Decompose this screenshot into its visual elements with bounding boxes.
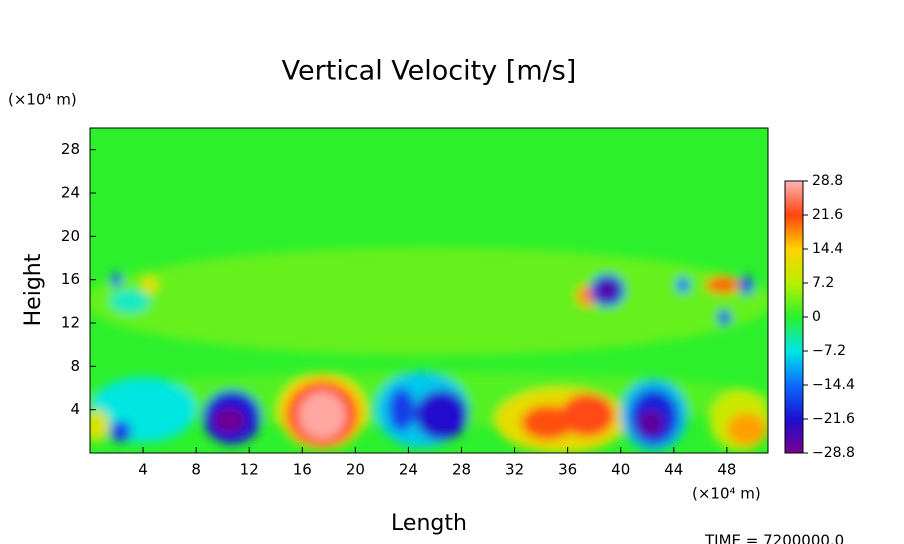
y-tick-label: 24 [61, 184, 80, 202]
colorbar-tick-label: −7.2 [812, 343, 846, 359]
y-tick-label: 28 [61, 140, 80, 158]
y-tick-label: 4 [70, 400, 80, 418]
field-feature [298, 391, 347, 439]
field-feature [109, 420, 132, 443]
x-axis-label: Length [391, 511, 467, 536]
field-feature [90, 409, 110, 443]
x-tick-label: 36 [558, 461, 577, 479]
y-tick-label: 16 [61, 270, 80, 288]
field-feature [717, 310, 731, 326]
colorbar-tick-label: 28.8 [812, 173, 843, 189]
field-feature [740, 275, 754, 295]
field-feature [213, 407, 246, 434]
field-feature [726, 412, 767, 446]
x-tick-label: 8 [191, 461, 201, 479]
plot-frame [89, 127, 769, 454]
colorbar [784, 180, 804, 454]
colorbar-tick-label: 14.4 [812, 241, 843, 257]
chart-title: Vertical Velocity [m/s] [282, 56, 577, 87]
field-feature [596, 279, 619, 302]
field-feature [109, 290, 150, 313]
field-feature [141, 276, 158, 294]
x-tick-label: 16 [293, 461, 312, 479]
x-tick-label: 44 [664, 461, 683, 479]
field-feature [561, 393, 615, 437]
field-feature [111, 272, 122, 288]
colorbar-tick-label: −28.8 [812, 445, 855, 461]
x-unit: (×10⁴ m) [692, 485, 761, 503]
field-feature [415, 390, 469, 441]
field-feature [637, 409, 665, 436]
colorbar-tick-label: 7.2 [812, 275, 834, 291]
colorbar-tick-label: 21.6 [812, 207, 843, 223]
field-feature [388, 388, 416, 432]
footer: TIME = 7200000.0 [704, 532, 844, 544]
x-tick-label: 28 [452, 461, 471, 479]
field-feature [90, 247, 768, 356]
field-feature [705, 276, 741, 294]
colorbar-tick-label: −21.6 [812, 411, 855, 427]
colorbar-tick-label: 0 [812, 309, 821, 325]
colorbar-tick-label: −14.4 [812, 377, 855, 393]
field-blobs [90, 247, 768, 453]
x-tick-label: 32 [505, 461, 524, 479]
axes: 4 8 12 16 20 24 28 32 36 40 44 4848121620242828.821… [61, 140, 855, 478]
x-tick-label: 4 [138, 461, 148, 479]
y-tick-label: 8 [70, 357, 80, 375]
y-tick-label: 20 [61, 227, 80, 245]
field-feature [521, 405, 575, 440]
field-feature [676, 277, 690, 293]
y-unit: (×10⁴ m) [8, 91, 77, 109]
x-tick-label: 20 [346, 461, 365, 479]
x-tick-label: 40 [611, 461, 630, 479]
y-tick-label: 12 [61, 314, 80, 332]
x-tick-label: 24 [399, 461, 418, 479]
y-axis-label: Height [21, 253, 46, 326]
x-tick-label: 48 [717, 461, 736, 479]
x-tick-label: 12 [240, 461, 259, 479]
